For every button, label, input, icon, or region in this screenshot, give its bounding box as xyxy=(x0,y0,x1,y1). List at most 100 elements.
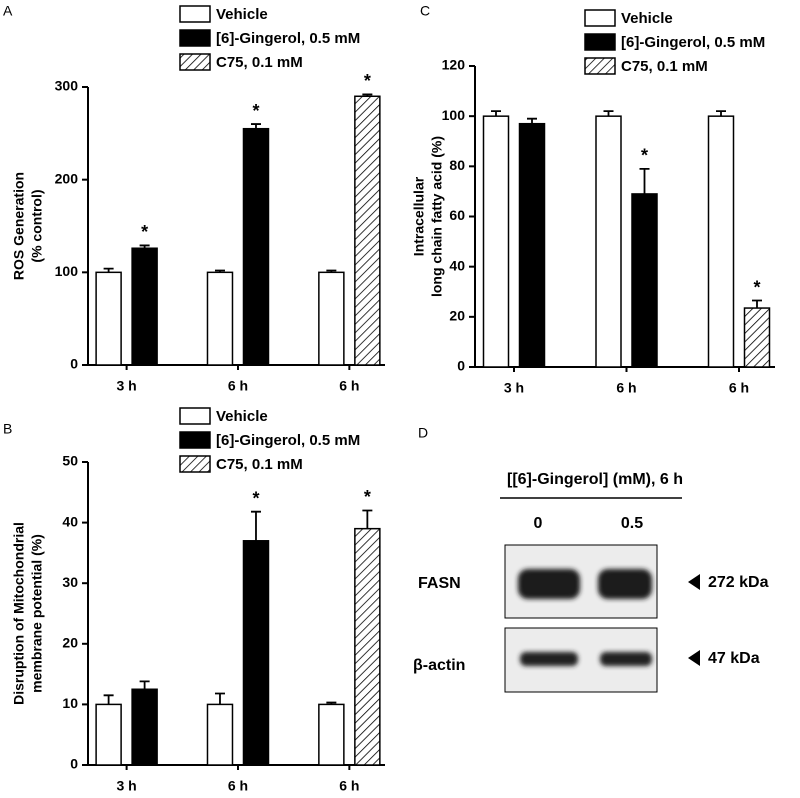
y-tick-label: 50 xyxy=(62,453,78,469)
x-tick-label: 6 h xyxy=(339,378,359,394)
error-bar xyxy=(214,692,225,705)
y-axis-label: long chain fatty acid (%) xyxy=(429,136,445,297)
error-bar xyxy=(603,110,614,117)
y-tick-label: 80 xyxy=(449,157,465,173)
band-name: FASN xyxy=(418,575,461,592)
legend-label: Vehicle xyxy=(216,6,268,23)
legend-label: C75, 0.1 mM xyxy=(216,456,303,473)
error-bar xyxy=(103,694,114,705)
y-tick-label: 30 xyxy=(62,574,78,590)
bar xyxy=(354,527,381,766)
significance-marker: * xyxy=(364,487,371,507)
band-size: 272 kDa xyxy=(708,574,769,591)
y-tick-label: 0 xyxy=(457,358,465,374)
bar xyxy=(482,115,510,368)
bar xyxy=(242,127,270,366)
y-axis-label: (% control) xyxy=(29,189,45,262)
x-tick-label: 6 h xyxy=(339,778,359,794)
y-tick-label: 20 xyxy=(449,308,465,324)
legend-swatch xyxy=(179,53,211,71)
bar xyxy=(743,307,771,368)
blot-panel: D [[6]-Gingerol] (mM), 6 h 0 0.5 FASN β-… xyxy=(413,425,769,693)
legend-label: Vehicle xyxy=(216,408,268,425)
band-name: β-actin xyxy=(413,657,465,674)
legend-swatch xyxy=(584,9,616,27)
bar xyxy=(95,271,122,366)
y-axis-label: Intracellular xyxy=(411,176,427,256)
bar xyxy=(707,115,735,368)
y-tick-label: 300 xyxy=(55,78,79,94)
y-tick-label: 100 xyxy=(442,107,466,123)
panel-label: D xyxy=(418,425,428,441)
significance-marker: * xyxy=(641,146,648,166)
blot-band xyxy=(518,569,580,599)
bar xyxy=(595,115,622,368)
bar xyxy=(206,271,234,366)
legend-label: [6]-Gingerol, 0.5 mM xyxy=(621,34,765,51)
legend-label: Vehicle xyxy=(621,10,673,27)
blot-title: [[6]-Gingerol] (mM), 6 h xyxy=(507,471,683,488)
y-tick-label: 60 xyxy=(449,207,465,223)
lane-label: 0.5 xyxy=(621,515,643,532)
bar xyxy=(318,271,345,366)
legend-label: [6]-Gingerol, 0.5 mM xyxy=(216,30,360,47)
bar-chart: C 0 20 40 60 80 100 120 Intracellular long chain … xyxy=(411,3,775,396)
arrowhead xyxy=(688,574,700,590)
bar xyxy=(242,540,270,766)
y-axis-label: ROS Generation xyxy=(11,172,27,280)
bar xyxy=(131,688,158,766)
error-bar xyxy=(639,167,650,194)
y-tick-label: 10 xyxy=(62,695,78,711)
legend-swatch xyxy=(584,57,616,75)
x-tick-label: 3 h xyxy=(116,778,136,794)
bar xyxy=(631,193,658,368)
legend-label: C75, 0.1 mM xyxy=(216,54,303,71)
y-tick-label: 120 xyxy=(442,57,466,73)
y-axis-label: membrane potential (%) xyxy=(29,534,45,693)
error-bar xyxy=(752,299,762,309)
lane-label: 0 xyxy=(534,515,543,532)
significance-marker: * xyxy=(252,101,259,121)
x-tick-label: 6 h xyxy=(228,378,248,394)
y-tick-label: 20 xyxy=(62,635,78,651)
error-bar xyxy=(491,110,501,117)
x-tick-label: 3 h xyxy=(116,378,136,394)
blot-band xyxy=(600,652,652,666)
significance-marker: * xyxy=(252,488,259,508)
significance-marker: * xyxy=(753,277,760,297)
y-tick-label: 0 xyxy=(70,356,78,372)
panel-label: B xyxy=(3,421,12,437)
y-tick-label: 0 xyxy=(70,756,78,772)
band-size: 47 kDa xyxy=(708,650,760,667)
legend-swatch xyxy=(584,33,616,51)
significance-marker: * xyxy=(364,71,371,91)
bar xyxy=(518,122,546,368)
bar xyxy=(206,703,234,766)
legend-swatch xyxy=(179,455,211,473)
error-bar xyxy=(527,117,537,124)
bar xyxy=(354,95,381,366)
bar xyxy=(95,703,122,766)
bar xyxy=(318,703,345,766)
legend-swatch xyxy=(179,5,211,23)
x-tick-label: 6 h xyxy=(729,380,749,396)
arrowhead xyxy=(688,650,700,666)
error-bar xyxy=(716,110,726,117)
error-bar xyxy=(250,123,261,129)
y-axis-label: Disruption of Mitochondrial xyxy=(11,522,27,705)
legend-swatch xyxy=(179,431,211,449)
significance-marker: * xyxy=(141,222,148,242)
x-tick-label: 6 h xyxy=(228,778,248,794)
bar-chart: B 0 10 20 30 40 50 Disruption of Mitochondrial m… xyxy=(3,407,385,794)
legend-swatch xyxy=(179,29,211,47)
y-tick-label: 40 xyxy=(62,513,78,529)
legend-swatch xyxy=(179,407,211,425)
x-tick-label: 6 h xyxy=(616,380,636,396)
panel-label: A xyxy=(3,3,13,19)
panel-label: C xyxy=(420,3,430,19)
bar-chart: A 0 100 200 300 ROS Generation (% control) 3 h *… xyxy=(3,3,385,394)
legend-label: C75, 0.1 mM xyxy=(621,58,708,75)
legend-label: [6]-Gingerol, 0.5 mM xyxy=(216,432,360,449)
error-bar xyxy=(362,509,373,529)
blot-band xyxy=(520,652,578,666)
